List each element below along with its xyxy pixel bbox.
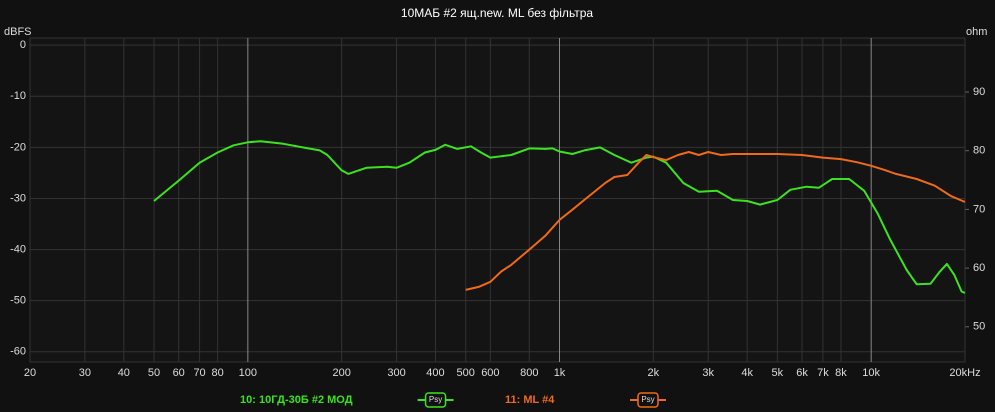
x-tick-label: 400 [426, 367, 444, 379]
y-tick-label: -60 [10, 346, 26, 358]
legend-smoothing: Psy [641, 395, 654, 404]
legend-swatch-box [424, 392, 447, 408]
y2-tick-label: 70 [973, 203, 985, 215]
x-tick-label: 40 [118, 367, 130, 379]
x-tick-label: 50 [148, 367, 160, 379]
series-line [153, 140, 966, 294]
x-tick-label: 7k [817, 367, 829, 379]
y-tick-label: -30 [10, 192, 26, 204]
x-tick-label: 20 [24, 367, 36, 379]
x-tick-label: 800 [520, 367, 538, 379]
legend-smoothing: Psy [429, 395, 442, 404]
y2-tick-label: 50 [973, 321, 985, 333]
x-tick-label: 3k [702, 367, 714, 379]
x-tick-label: 80 [212, 367, 224, 379]
y2-tick-label: 60 [973, 262, 985, 274]
x-tick-label: 8k [835, 367, 847, 379]
legend-label: 10: 10ГД-30Б #2 МОД [240, 394, 353, 406]
series-line [465, 151, 966, 291]
y-axis-label: dBFS [4, 26, 32, 38]
x-tick-label: 100 [239, 367, 257, 379]
x-tick-label: 1k [554, 367, 566, 379]
y-tick-label: -10 [10, 90, 26, 102]
x-tick-label: 6k [796, 367, 808, 379]
x-tick-label: 600 [481, 367, 499, 379]
chart-title: 10МАБ #2 ящ.new. ML без фільтра [401, 6, 594, 20]
x-tick-label: 70 [193, 367, 205, 379]
x-tick-label: 20kHz [949, 367, 980, 379]
x-tick-label: 4k [741, 367, 753, 379]
legend-label: 11: ML #4 [505, 394, 555, 406]
y2-tick-label: 80 [973, 145, 985, 157]
x-tick-label: 2k [648, 367, 660, 379]
y-tick-label: -50 [10, 295, 26, 307]
x-tick-label: 200 [332, 367, 350, 379]
y2-tick-label: 90 [973, 86, 985, 98]
y-tick-label: -40 [10, 243, 26, 255]
x-tick-label: 300 [387, 367, 405, 379]
x-tick-label: 60 [173, 367, 185, 379]
x-tick-label: 30 [79, 367, 91, 379]
x-tick-label: 500 [457, 367, 475, 379]
x-tick-label: 5k [772, 367, 784, 379]
y2-axis-label: ohm [966, 26, 987, 38]
legend-swatch-box [637, 392, 659, 408]
x-tick-label: 10k [862, 367, 880, 379]
y-tick-label: -20 [10, 141, 26, 153]
plot-area [29, 37, 966, 363]
y-tick-label: 0 [20, 39, 26, 51]
